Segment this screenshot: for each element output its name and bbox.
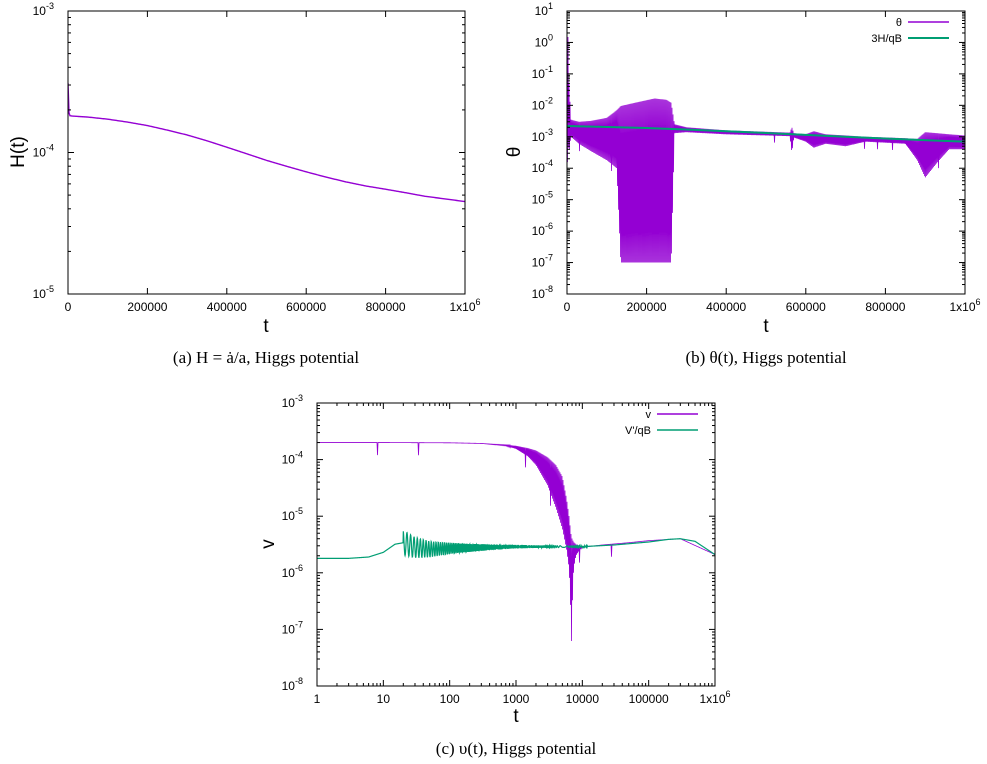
panel-b-x-tick-label: 200000 xyxy=(627,300,667,314)
panel-b-x-tick-label: 400000 xyxy=(706,300,746,314)
panel-b: 0 200000 400000 600000 800000 1x106 10-8 10-7 10… xyxy=(504,1,981,367)
panel-b-y-axis-label: θ xyxy=(504,147,525,158)
panel-c-legend: v V'/qB xyxy=(625,409,698,437)
panel-a-y-tick-label: 10-3 xyxy=(33,1,54,18)
panel-b-legend: θ 3H/qB xyxy=(871,17,949,45)
panel-b-y-tick-label: 10-3 xyxy=(532,127,553,144)
panel-a-y-tick-label: 10-5 xyxy=(33,284,54,301)
panel-c-legend-label-vprime-qb: V'/qB xyxy=(625,425,651,437)
panel-c-y-tick-label: 10-6 xyxy=(282,563,303,580)
panel-c-series-layer xyxy=(317,442,715,642)
panel-b-x-tick-label: 0 xyxy=(564,300,571,314)
panel-b-series-layer xyxy=(567,36,965,263)
panel-a-y-axis-label: H(t) xyxy=(8,136,29,168)
panel-c-x-tick-label: 1 xyxy=(314,692,321,706)
panel-b-legend-label-3h-qb: 3H/qB xyxy=(871,33,902,45)
panel-c-series-v-qb-line xyxy=(317,531,715,559)
panel-c-x-tick-label: 100000 xyxy=(629,692,669,706)
panel-a-x-tick-label: 0 xyxy=(65,300,72,314)
panel-c-y-tick-label: 10-3 xyxy=(282,393,303,410)
panel-c-y-axis-label: v xyxy=(258,539,279,549)
panel-c-x-tick-label: 10 xyxy=(377,692,391,706)
panel-b-y-tick-label: 10-2 xyxy=(532,95,553,112)
panel-b-x-tick-label: 1x106 xyxy=(949,297,980,314)
panel-b-x-tick-label: 800000 xyxy=(865,300,905,314)
panel-c-x-tick-label: 1000 xyxy=(503,692,530,706)
panel-b-y-tick-label: 10-7 xyxy=(532,253,553,270)
panel-c-legend-label-v: v xyxy=(646,409,652,421)
panel-b-series-3h-qb-line xyxy=(567,125,965,143)
panel-c-series-v-line xyxy=(317,442,715,642)
panel-b-plot-frame xyxy=(566,10,966,295)
panel-a-x-tick-label: 400000 xyxy=(207,300,247,314)
panel-a-series-s0-line xyxy=(68,82,465,203)
panel-b-ticks: 0 200000 400000 600000 800000 1x106 10-8 10-7 10… xyxy=(532,1,981,314)
panel-c-caption: (c) υ(t), Higgs potential xyxy=(436,739,597,758)
panel-a-x-tick-label: 200000 xyxy=(127,300,167,314)
panel-a-series-layer xyxy=(68,82,465,203)
panel-c-x-axis-label: t xyxy=(513,706,519,727)
panel-a-plot-frame xyxy=(67,10,466,295)
panel-a: 0 200000 400000 600000 800000 1x106 10-5 10-4 10… xyxy=(8,1,481,367)
panel-b-y-tick-label: 101 xyxy=(535,1,553,18)
panel-c: 1 10 100 1000 10000 100000 1x106 10-8 10-7 10-6 10… xyxy=(258,393,731,758)
panel-c-ticks: 1 10 100 1000 10000 100000 1x106 10-8 10-7 10-6 10… xyxy=(282,393,731,706)
panel-b-x-axis-label: t xyxy=(763,316,769,337)
panel-a-x-axis-label: t xyxy=(263,316,269,337)
panel-c-y-tick-label: 10-8 xyxy=(282,676,303,693)
panel-a-x-tick-label: 800000 xyxy=(366,300,406,314)
panel-c-y-tick-label: 10-7 xyxy=(282,619,303,636)
panel-b-y-tick-label: 10-6 xyxy=(532,221,553,238)
panel-a-y-tick-label: 10-4 xyxy=(33,143,54,160)
panel-b-legend-label-theta: θ xyxy=(896,17,902,29)
panel-c-x-tick-label: 100 xyxy=(440,692,460,706)
panel-b-y-tick-label: 10-4 xyxy=(532,158,553,175)
panel-c-x-tick-label: 10000 xyxy=(566,692,600,706)
panel-b-y-tick-label: 100 xyxy=(535,32,553,49)
panel-a-caption: (a) H = ȧ/a, Higgs potential xyxy=(173,348,359,367)
panel-a-x-tick-label: 600000 xyxy=(286,300,326,314)
panel-b-y-tick-label: 10-5 xyxy=(532,190,553,207)
panel-a-x-tick-label: 1x106 xyxy=(449,297,480,314)
panel-c-plot-frame xyxy=(316,402,716,687)
panel-b-series---line xyxy=(567,36,965,263)
panel-c-x-tick-label: 1x106 xyxy=(699,689,730,706)
panel-b-caption: (b) θ(t), Higgs potential xyxy=(685,348,846,367)
panel-b-x-tick-label: 600000 xyxy=(786,300,826,314)
panel-c-y-tick-label: 10-5 xyxy=(282,506,303,523)
panel-b-y-tick-label: 10-1 xyxy=(532,64,553,81)
panel-b-y-tick-label: 10-8 xyxy=(532,284,553,301)
panel-c-y-tick-label: 10-4 xyxy=(282,450,303,467)
